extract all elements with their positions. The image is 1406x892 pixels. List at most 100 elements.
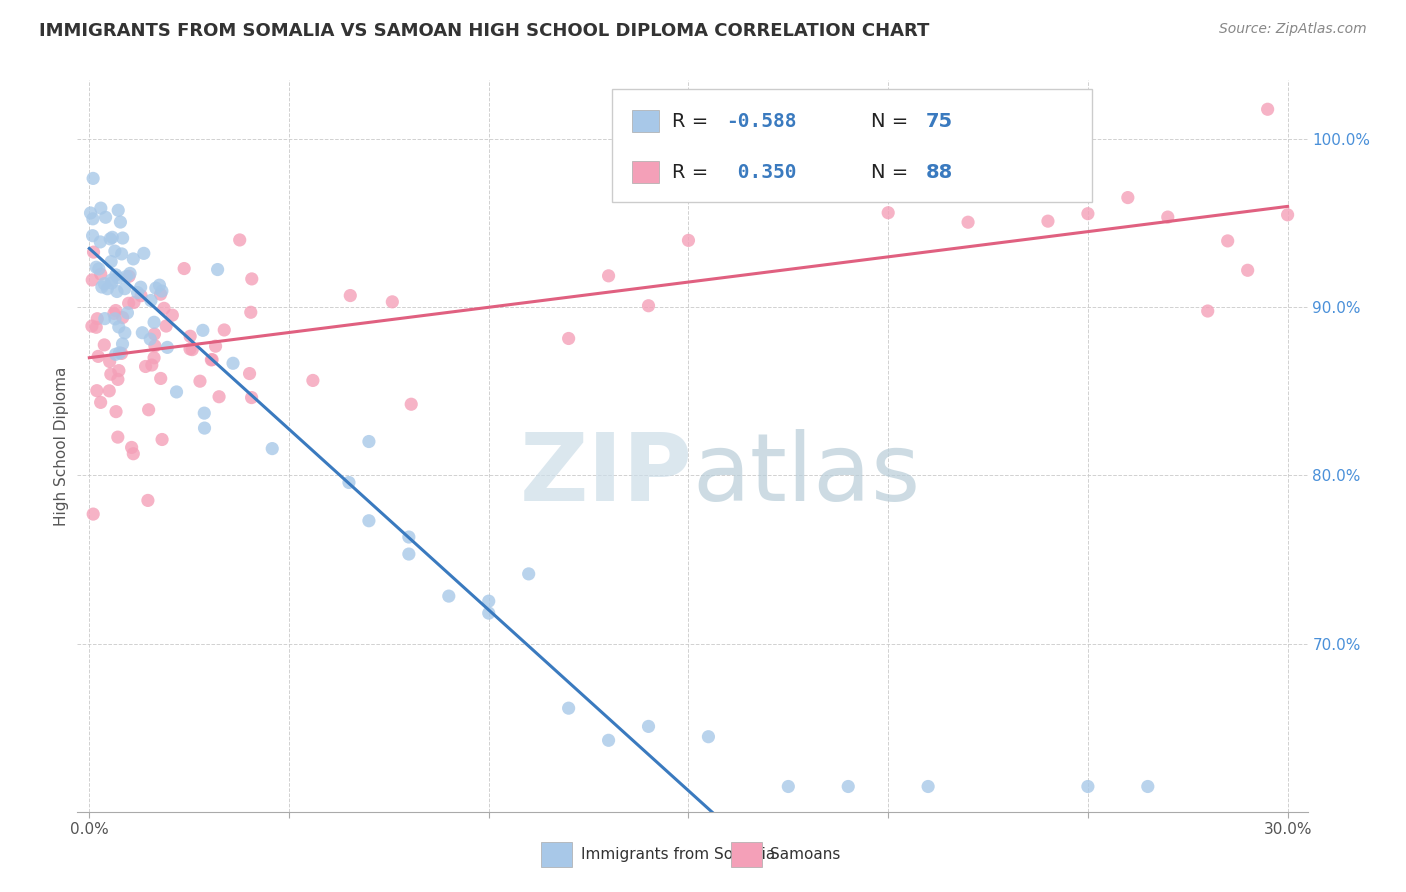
Point <box>191 323 214 337</box>
Point <box>122 252 145 266</box>
Point <box>89 235 111 249</box>
Point <box>120 266 142 280</box>
Point <box>778 780 800 794</box>
Point <box>107 203 129 218</box>
Point <box>193 406 215 420</box>
Point <box>98 232 121 246</box>
Text: R =: R = <box>672 162 714 182</box>
Point <box>598 733 620 747</box>
Text: -0.588: -0.588 <box>725 112 796 130</box>
Point <box>82 507 104 521</box>
Point <box>86 384 108 398</box>
Point <box>917 780 939 794</box>
Point <box>105 404 128 418</box>
Point <box>1116 190 1139 204</box>
Point <box>204 339 226 353</box>
Point <box>957 215 980 229</box>
Point <box>1157 210 1180 224</box>
Point <box>179 342 201 356</box>
Point <box>1216 234 1239 248</box>
Point <box>87 261 110 276</box>
Point <box>90 201 112 215</box>
Point <box>93 338 115 352</box>
Point <box>238 367 260 381</box>
Point <box>1277 208 1299 222</box>
Text: ZIP: ZIP <box>520 429 693 521</box>
Point <box>1077 780 1099 794</box>
Point <box>79 206 101 220</box>
Point <box>148 278 170 293</box>
Point <box>166 384 188 399</box>
Point <box>262 442 284 456</box>
FancyBboxPatch shape <box>613 89 1092 202</box>
Point <box>193 421 215 435</box>
Point <box>107 320 129 334</box>
Point <box>117 306 139 320</box>
Point <box>110 215 132 229</box>
Point <box>517 566 540 581</box>
Point <box>173 261 195 276</box>
Point <box>90 280 112 294</box>
Point <box>111 247 134 261</box>
Point <box>240 391 263 405</box>
Point <box>877 205 900 219</box>
Point <box>181 343 204 357</box>
Point <box>837 780 859 794</box>
Point <box>108 364 131 378</box>
Point <box>139 293 162 308</box>
Point <box>145 281 167 295</box>
FancyBboxPatch shape <box>633 111 659 132</box>
Point <box>437 589 460 603</box>
Point <box>94 211 117 225</box>
Point <box>153 301 176 316</box>
Point <box>1136 780 1159 794</box>
Point <box>478 606 501 620</box>
Point <box>131 326 153 340</box>
Point <box>399 397 422 411</box>
Point <box>107 270 129 285</box>
Y-axis label: High School Diploma: High School Diploma <box>53 367 69 525</box>
Point <box>200 352 222 367</box>
Text: Samoans: Samoans <box>770 847 841 862</box>
Point <box>107 372 129 386</box>
Point <box>228 233 250 247</box>
Point <box>398 530 420 544</box>
Point <box>212 323 235 337</box>
Point <box>84 260 107 275</box>
Point <box>82 211 104 226</box>
Point <box>82 171 104 186</box>
Text: atlas: atlas <box>693 429 921 521</box>
Point <box>136 493 159 508</box>
Point <box>697 730 720 744</box>
Point <box>86 311 108 326</box>
Point <box>143 339 166 353</box>
Point <box>94 311 117 326</box>
Point <box>1077 207 1099 221</box>
Point <box>104 244 127 258</box>
Point <box>114 326 136 340</box>
Point <box>118 269 141 284</box>
Point <box>1197 304 1219 318</box>
Point <box>98 384 121 398</box>
Point <box>239 305 262 319</box>
Point <box>143 326 166 341</box>
FancyBboxPatch shape <box>633 161 659 183</box>
Point <box>121 441 143 455</box>
Point <box>104 303 127 318</box>
Text: IMMIGRANTS FROM SOMALIA VS SAMOAN HIGH SCHOOL DIPLOMA CORRELATION CHART: IMMIGRANTS FROM SOMALIA VS SAMOAN HIGH S… <box>39 22 929 40</box>
Text: Source: ZipAtlas.com: Source: ZipAtlas.com <box>1219 22 1367 37</box>
Point <box>132 246 155 260</box>
Point <box>1036 214 1059 228</box>
Point <box>797 177 820 191</box>
Point <box>100 367 122 381</box>
Point <box>117 296 139 310</box>
Point <box>82 273 104 287</box>
Point <box>111 337 134 351</box>
Point <box>162 308 184 322</box>
Point <box>222 356 245 370</box>
Point <box>678 233 700 247</box>
Point <box>339 288 361 302</box>
Point <box>179 329 201 343</box>
Point <box>90 267 112 281</box>
Point <box>207 262 229 277</box>
